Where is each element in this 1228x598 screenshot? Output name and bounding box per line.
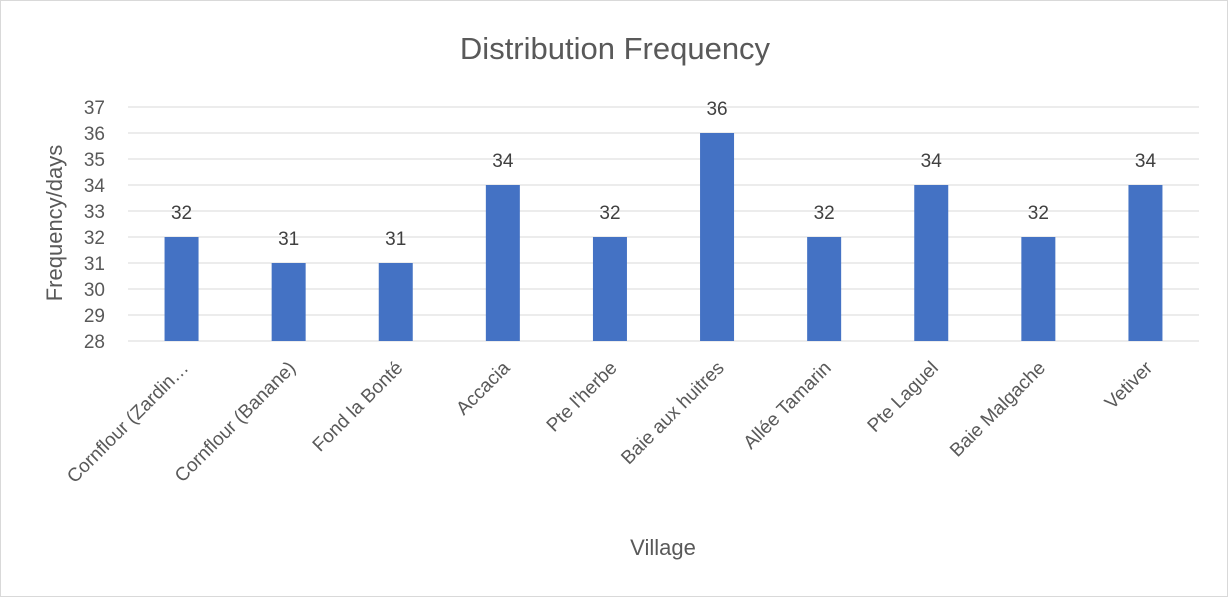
data-label: 32 (1028, 203, 1049, 224)
bar (271, 263, 306, 341)
x-axis-category-labels: Cornflour (Zardin…Cornflour (Banane) Fond… (63, 357, 1157, 487)
category-label: Pte l'herbe (543, 358, 622, 437)
data-label: 32 (171, 203, 192, 224)
y-tick-label: 29 (84, 306, 105, 327)
y-tick-label: 28 (84, 332, 105, 353)
bars (164, 133, 1163, 341)
category-label: Pte Laguel (864, 358, 943, 437)
y-tick-label: 31 (84, 254, 105, 275)
gridlines (128, 106, 1199, 342)
y-tick-label: 35 (84, 150, 105, 171)
bar (592, 237, 627, 341)
bar (485, 185, 520, 341)
y-axis-tick-labels: 28 29 30 31 32 33 34 35 36 37 (84, 98, 106, 353)
category-label: Vetiver (1101, 357, 1157, 413)
bar (1021, 237, 1056, 341)
data-label: 32 (599, 203, 620, 224)
chart-title: Distribution Frequency (460, 31, 771, 66)
x-axis-title: Village (630, 535, 696, 560)
y-tick-label: 36 (84, 124, 105, 145)
y-tick-label: 34 (84, 176, 106, 197)
category-label: Allée Tamarin (740, 358, 836, 454)
y-tick-label: 30 (84, 280, 105, 301)
data-label: 31 (278, 229, 299, 250)
category-label: Fond la Bonté (309, 358, 408, 457)
data-label: 32 (814, 203, 835, 224)
bar (1128, 185, 1163, 341)
category-label: Baie Malgache (946, 358, 1050, 462)
category-label: Baie aux huitres (617, 358, 728, 469)
y-tick-label: 33 (84, 202, 105, 223)
y-tick-label: 32 (84, 228, 105, 249)
bar (700, 133, 735, 341)
data-labels: 32 31 31 34 32 36 32 34 32 34 (171, 99, 1156, 250)
category-label: Cornflour (Banane) (171, 358, 300, 487)
bar (914, 185, 949, 341)
y-tick-label: 37 (84, 98, 105, 119)
data-label: 34 (492, 151, 514, 172)
data-label: 36 (706, 99, 727, 120)
bar (807, 237, 842, 341)
bar (378, 263, 413, 341)
data-label: 34 (921, 151, 943, 172)
bar (164, 237, 199, 341)
category-label: Accacia (452, 357, 514, 419)
data-label: 31 (385, 229, 406, 250)
data-label: 34 (1135, 151, 1157, 172)
y-axis-title: Frequency/days (42, 145, 67, 302)
